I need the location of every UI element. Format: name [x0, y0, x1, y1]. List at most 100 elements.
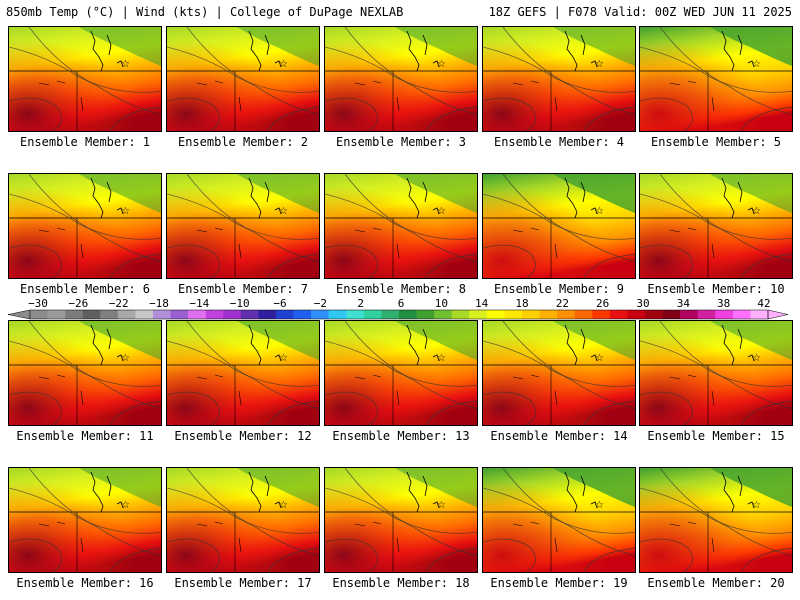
ensemble-member-map: ☆	[482, 26, 636, 132]
colorbar-swatch	[328, 310, 347, 319]
colorbar-swatch	[170, 310, 189, 319]
ensemble-member-label: Ensemble Member: 14	[490, 429, 628, 443]
ensemble-member-map: ☆	[166, 173, 320, 279]
ensemble-member-map: ☆	[482, 173, 636, 279]
ensemble-member-label: Ensemble Member: 1	[19, 135, 151, 149]
colorbar-swatch	[592, 310, 611, 319]
colorbar-swatch	[346, 310, 365, 319]
ensemble-member-map: ☆	[639, 26, 793, 132]
ensemble-member-map: ☆	[324, 467, 478, 573]
colorbar-swatch	[153, 310, 171, 319]
ensemble-member-map: ☆	[639, 173, 793, 279]
ensemble-member-label: Ensemble Member: 16	[16, 576, 154, 590]
colorbar-swatch	[276, 310, 294, 319]
ensemble-member-map: ☆	[166, 320, 320, 426]
colorbar-tick-label: −22	[108, 297, 129, 310]
colorbar-tick-label: 34	[676, 297, 690, 310]
ensemble-member-map: ☆	[639, 467, 793, 573]
colorbar-tick-label: −6	[273, 297, 287, 310]
ensemble-member-label: Ensemble Member: 18	[332, 576, 470, 590]
colorbar-swatch	[574, 310, 593, 319]
colorbar-swatch	[135, 310, 154, 319]
ensemble-member-map: ☆	[482, 467, 636, 573]
colorbar-swatch	[469, 310, 488, 319]
colorbar-swatch	[609, 310, 628, 319]
svg-text:☆: ☆	[437, 500, 446, 511]
ensemble-member-label: Ensemble Member: 4	[493, 135, 625, 149]
temperature-colorbar	[7, 309, 789, 320]
colorbar-swatch	[645, 310, 663, 319]
colorbar-swatch	[662, 310, 681, 319]
colorbar-tick-label: −14	[189, 297, 210, 310]
colorbar-swatch	[223, 310, 242, 319]
ensemble-member-label: Ensemble Member: 17	[174, 576, 312, 590]
colorbar-tick-label: 6	[397, 297, 405, 310]
svg-text:☆: ☆	[595, 59, 604, 70]
colorbar-swatch	[715, 310, 734, 319]
colorbar-swatch	[434, 310, 453, 319]
colorbar-swatch	[399, 310, 417, 319]
colorbar-swatch	[205, 310, 224, 319]
svg-text:☆: ☆	[121, 353, 130, 364]
ensemble-member-label: Ensemble Member: 13	[332, 429, 470, 443]
ensemble-member-label: Ensemble Member: 11	[16, 429, 154, 443]
colorbar-tick-label: −18	[149, 297, 169, 310]
svg-text:☆: ☆	[437, 59, 446, 70]
colorbar-swatch	[539, 310, 558, 319]
colorbar-swatch	[47, 310, 66, 319]
ensemble-member-label: Ensemble Member: 8	[335, 282, 467, 296]
svg-text:☆: ☆	[752, 353, 761, 364]
colorbar-swatch	[416, 310, 435, 319]
ensemble-member-map: ☆	[482, 320, 636, 426]
svg-text:☆: ☆	[752, 500, 761, 511]
svg-text:☆: ☆	[437, 353, 446, 364]
colorbar-swatch	[65, 310, 84, 319]
colorbar-swatch	[188, 310, 207, 319]
svg-text:☆: ☆	[121, 59, 130, 70]
ensemble-member-label: Ensemble Member: 15	[647, 429, 785, 443]
svg-text:☆: ☆	[279, 206, 288, 217]
colorbar-tick-label: 10	[434, 297, 448, 310]
colorbar-swatch	[750, 310, 769, 319]
colorbar-swatch	[486, 310, 505, 319]
colorbar-tick-label: 14	[475, 297, 489, 310]
colorbar-swatch	[30, 310, 48, 319]
ensemble-member-label: Ensemble Member: 6	[19, 282, 151, 296]
colorbar-swatch	[504, 310, 523, 319]
colorbar-swatch	[240, 310, 259, 319]
ensemble-member-map: ☆	[8, 320, 162, 426]
colorbar-swatch	[117, 310, 136, 319]
colorbar-low-arrow	[7, 309, 31, 320]
colorbar-swatch	[258, 310, 277, 319]
product-title: 850mb Temp (°C) | Wind (kts) | College o…	[6, 5, 404, 19]
colorbar-swatch	[522, 310, 540, 319]
svg-text:☆: ☆	[595, 500, 604, 511]
ensemble-member-label: Ensemble Member: 9	[493, 282, 625, 296]
colorbar-swatch	[680, 310, 699, 319]
svg-text:☆: ☆	[279, 500, 288, 511]
ensemble-member-map: ☆	[8, 26, 162, 132]
colorbar-tick-label: 30	[636, 297, 650, 310]
colorbar-tick-label: 42	[757, 297, 771, 310]
ensemble-member-map: ☆	[166, 26, 320, 132]
ensemble-member-map: ☆	[324, 26, 478, 132]
colorbar-swatch	[732, 310, 751, 319]
svg-text:☆: ☆	[752, 59, 761, 70]
colorbar-swatch	[100, 310, 119, 319]
colorbar-tick-label: 18	[515, 297, 529, 310]
colorbar-swatch	[293, 310, 312, 319]
colorbar-tick-label: −2	[313, 297, 327, 310]
colorbar-swatch	[363, 310, 382, 319]
colorbar-high-arrow	[767, 309, 789, 320]
ensemble-member-map: ☆	[166, 467, 320, 573]
colorbar-tick-label: −10	[229, 297, 250, 310]
colorbar-swatch	[381, 310, 400, 319]
colorbar-tick-label: −26	[68, 297, 89, 310]
colorbar-swatch	[627, 310, 646, 319]
ensemble-member-label: Ensemble Member: 5	[650, 135, 782, 149]
colorbar-tick-label: 38	[717, 297, 731, 310]
ensemble-member-map: ☆	[639, 320, 793, 426]
colorbar-swatch	[451, 310, 470, 319]
svg-text:☆: ☆	[121, 500, 130, 511]
ensemble-member-label: Ensemble Member: 7	[177, 282, 309, 296]
